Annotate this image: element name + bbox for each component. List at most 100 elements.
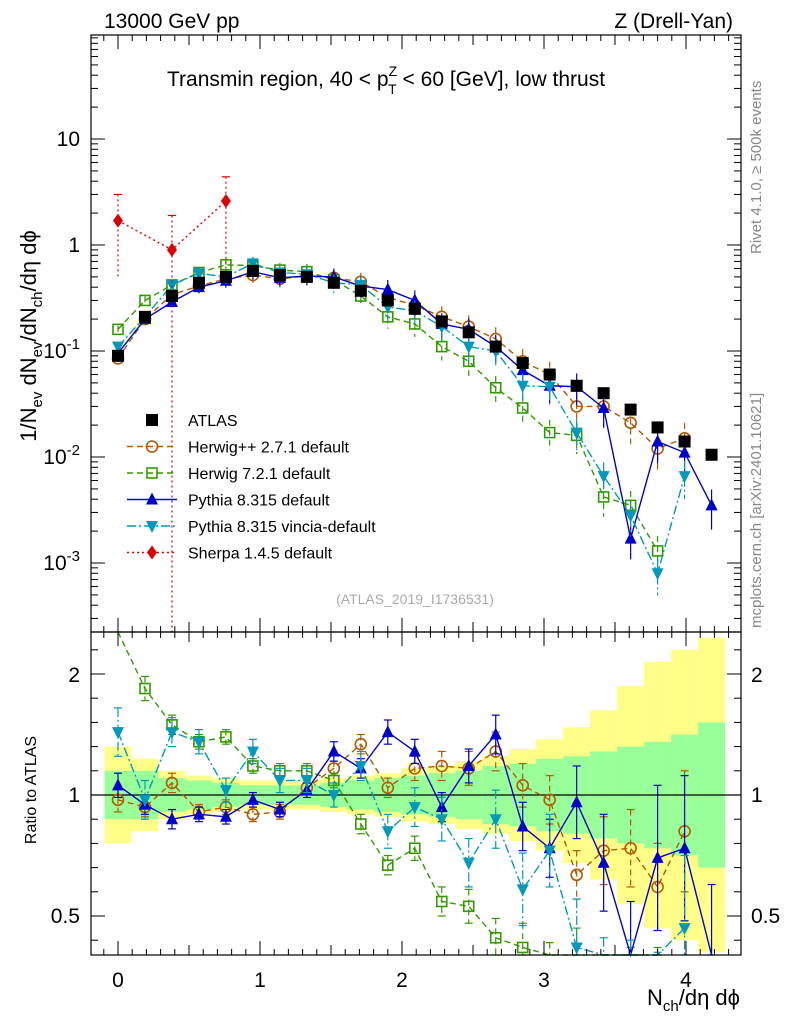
ratio-point-vincia bbox=[165, 727, 178, 740]
ratio-point-herwigpp bbox=[381, 781, 395, 795]
analysis-reference: (ATLAS_2019_I1736531) bbox=[336, 591, 494, 607]
legend-label-sherpa: Sherpa 1.4.5 default bbox=[188, 546, 333, 563]
ratio-point-pythia bbox=[381, 725, 394, 738]
ratio-point-vincia bbox=[327, 790, 340, 802]
main-point-atlas bbox=[112, 349, 124, 362]
xtick-label: 3 bbox=[538, 969, 550, 992]
ratio-point-vincia bbox=[138, 794, 151, 807]
main-point-atlas bbox=[165, 290, 178, 303]
ratio-plot-area bbox=[91, 631, 741, 958]
mcplots-label: mcplots.cern.ch [arXiv:2401.10621] bbox=[748, 393, 765, 628]
main-point-atlas bbox=[543, 368, 556, 381]
ratio-point-herwig7 bbox=[220, 731, 232, 743]
main-ytick-label: 10 bbox=[57, 128, 80, 151]
main-point-herwig7 bbox=[435, 340, 448, 353]
ratio-point-vincia bbox=[570, 942, 583, 955]
ratio-point-herwig7 bbox=[462, 900, 475, 913]
main-point-pythia bbox=[597, 400, 610, 413]
legend-label-atlas: ATLAS bbox=[188, 413, 238, 430]
ratio-point-vincia bbox=[273, 775, 286, 788]
legend-label-herwig7: Herwig 7.2.1 default bbox=[188, 466, 331, 483]
ratio-point-pythia bbox=[112, 778, 124, 791]
ratio-point-herwig7 bbox=[355, 818, 367, 830]
main-ytick-label: 10-3 bbox=[43, 548, 80, 575]
main-point-herwig7 bbox=[651, 545, 664, 557]
main-point-sherpa bbox=[113, 213, 123, 228]
ratio-point-pythia bbox=[489, 727, 502, 740]
ratio-point-pythia bbox=[327, 744, 340, 757]
ratio-point-herwigpp bbox=[354, 737, 368, 751]
legend-marker-herwigpp bbox=[145, 440, 159, 453]
main-point-atlas bbox=[219, 270, 232, 283]
ratio-point-pythia bbox=[219, 809, 232, 822]
legend: ATLAS Herwig++ 2.7.1 default Herwig 7.2.1 … bbox=[127, 413, 376, 563]
main-point-vincia bbox=[246, 258, 259, 271]
main-point-herwig7 bbox=[543, 426, 556, 439]
ratio-point-herwigpp bbox=[435, 759, 449, 773]
main-point-vincia bbox=[112, 341, 124, 354]
ratio-point-vincia bbox=[300, 775, 313, 788]
ratio-point-vincia bbox=[408, 802, 421, 815]
ratio-point-herwigpp bbox=[246, 808, 260, 821]
ratio-ytick-label-left: 2 bbox=[68, 664, 80, 687]
main-point-pythia bbox=[705, 498, 718, 511]
legend-label-vincia: Pythia 8.315 vincia-default bbox=[188, 519, 376, 536]
main-axis-ticks: 10-3 10-2 10-1 1 10 bbox=[43, 35, 741, 632]
ratio-point-pythia bbox=[165, 812, 178, 825]
main-point-atlas bbox=[678, 435, 691, 448]
ratio-point-herwig7 bbox=[516, 941, 529, 954]
main-ytick-label: 10-1 bbox=[43, 336, 80, 363]
main-point-vincia bbox=[543, 381, 556, 394]
main-point-atlas bbox=[462, 326, 475, 339]
ratio-point-vincia bbox=[219, 785, 232, 798]
ratio-point-pythia bbox=[597, 855, 610, 868]
main-plot-area bbox=[111, 176, 718, 632]
main-series-line-herwigpp bbox=[117, 274, 685, 450]
main-point-vincia bbox=[516, 380, 529, 393]
ratio-point-pythia bbox=[651, 850, 664, 863]
ratio-ytick-label-left: 0.5 bbox=[51, 905, 80, 928]
y-axis-title-ratio: Ratio to ATLAS bbox=[23, 736, 40, 844]
ratio-point-herwigpp bbox=[543, 793, 556, 807]
main-point-atlas bbox=[273, 269, 286, 282]
main-point-herwig7 bbox=[516, 402, 529, 414]
legend-marker-herwig7 bbox=[146, 467, 158, 479]
header-left: 13000 GeV pp bbox=[104, 10, 239, 33]
ratio-point-vincia bbox=[354, 760, 367, 773]
main-point-herwig7 bbox=[624, 499, 637, 512]
main-point-herwig7 bbox=[139, 294, 151, 307]
main-point-vincia bbox=[462, 341, 475, 354]
main-ytick-label: 1 bbox=[68, 234, 80, 257]
ratio-point-pythia bbox=[273, 802, 286, 815]
main-point-vincia bbox=[624, 510, 637, 523]
main-ytick-label: 10-2 bbox=[43, 442, 80, 469]
main-point-atlas bbox=[570, 379, 583, 392]
ratio-point-pythia bbox=[408, 744, 421, 757]
main-point-atlas bbox=[327, 276, 340, 289]
ratio-point-pythia bbox=[192, 807, 205, 820]
ratio-point-vincia bbox=[543, 845, 556, 858]
ratio-point-vincia bbox=[678, 923, 691, 936]
main-point-atlas bbox=[516, 357, 529, 370]
main-point-vincia bbox=[597, 471, 610, 484]
xtick-label: 1 bbox=[254, 969, 266, 992]
ratio-point-herwig7 bbox=[435, 895, 448, 908]
ratio-series-line-vincia bbox=[117, 731, 686, 956]
main-point-atlas bbox=[354, 284, 367, 297]
x-axis-title: Nch/dη dϕ bbox=[647, 985, 740, 1015]
main-title: Transmin region, 40 < pZ T < 60 [GeV], lo… bbox=[167, 63, 605, 97]
ratio-point-vincia bbox=[192, 736, 205, 749]
legend-marker-atlas bbox=[146, 414, 158, 426]
main-point-pythia bbox=[678, 445, 691, 458]
xtick-label: 4 bbox=[680, 969, 692, 992]
main-point-atlas bbox=[246, 264, 259, 277]
ratio-point-herwigpp bbox=[165, 776, 179, 790]
legend-label-pythia: Pythia 8.315 default bbox=[188, 493, 330, 510]
main-point-pythia bbox=[651, 434, 664, 447]
ratio-point-herwig7 bbox=[139, 682, 151, 695]
main-series-line-vincia bbox=[117, 262, 686, 576]
main-point-atlas bbox=[435, 315, 448, 328]
main-point-atlas bbox=[489, 340, 502, 353]
ratio-point-vincia bbox=[489, 814, 502, 827]
main-point-pythia bbox=[516, 363, 529, 376]
